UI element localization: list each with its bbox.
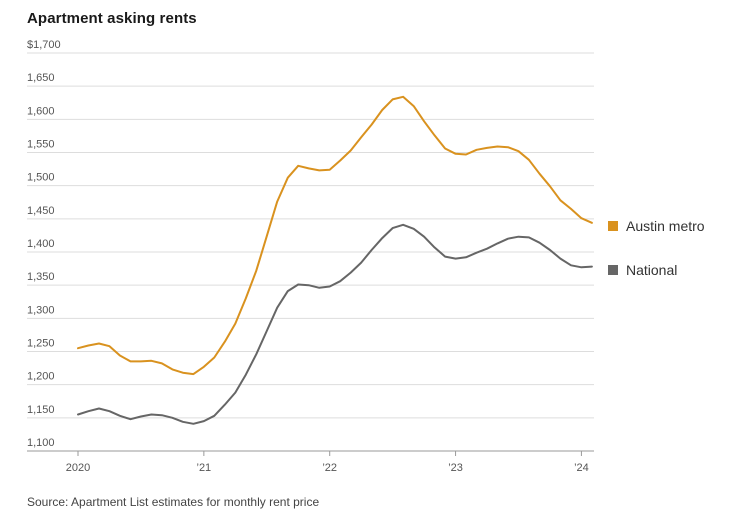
x-tick-label-2020: 2020 [66,462,90,474]
y-tick-label-1700: $1,700 [27,39,61,51]
y-tick-label-1550: 1,550 [27,139,55,151]
y-tick-label-1150: 1,150 [27,404,55,416]
x-tick-label-2021: ’21 [197,462,212,474]
legend-swatch-national [608,265,618,275]
series-line-national [77,223,593,425]
x-tick-label-2022: ’22 [322,462,337,474]
x-tick-label-2023: ’23 [448,462,463,474]
legend-label-austin-metro: Austin metro [626,218,705,234]
legend-item-austin-metro: Austin metro [608,216,705,236]
y-tick-label-1300: 1,300 [27,304,55,316]
y-tick-label-1100: 1,100 [27,437,55,449]
x-tick-label-2024: ’24 [574,462,589,474]
chart-title: Apartment asking rents [27,10,197,27]
y-tick-label-1350: 1,350 [27,271,55,283]
source-note: Source: Apartment List estimates for mon… [27,495,320,509]
gridlines [27,52,594,452]
y-tick-label-1650: 1,650 [27,72,55,84]
y-tick-label-1450: 1,450 [27,205,55,217]
y-tick-label-1200: 1,200 [27,371,55,383]
legend-item-national: National [608,260,705,280]
y-tick-label-1400: 1,400 [27,238,55,250]
legend-label-national: National [626,262,678,278]
legend-swatch-austin-metro [608,221,618,231]
x-axis-ticks: 2020 ’21 ’22 ’23 ’24 [66,451,589,474]
series-line-austin-metro [77,95,593,376]
series-lines [77,95,593,425]
y-tick-label-1500: 1,500 [27,172,55,184]
y-tick-label-1600: 1,600 [27,105,55,117]
y-axis-ticks: $1,700 1,650 1,600 1,550 1,500 1,450 1,400 1,35… [27,39,61,449]
legend: Austin metro National [608,216,705,280]
y-tick-label-1250: 1,250 [27,338,55,350]
